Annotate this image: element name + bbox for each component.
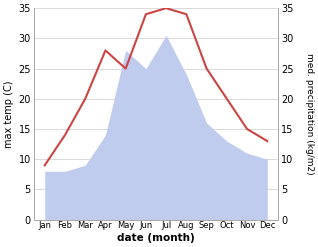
Y-axis label: med. precipitation (kg/m2): med. precipitation (kg/m2) bbox=[305, 53, 314, 175]
X-axis label: date (month): date (month) bbox=[117, 233, 195, 243]
Y-axis label: max temp (C): max temp (C) bbox=[4, 80, 14, 148]
